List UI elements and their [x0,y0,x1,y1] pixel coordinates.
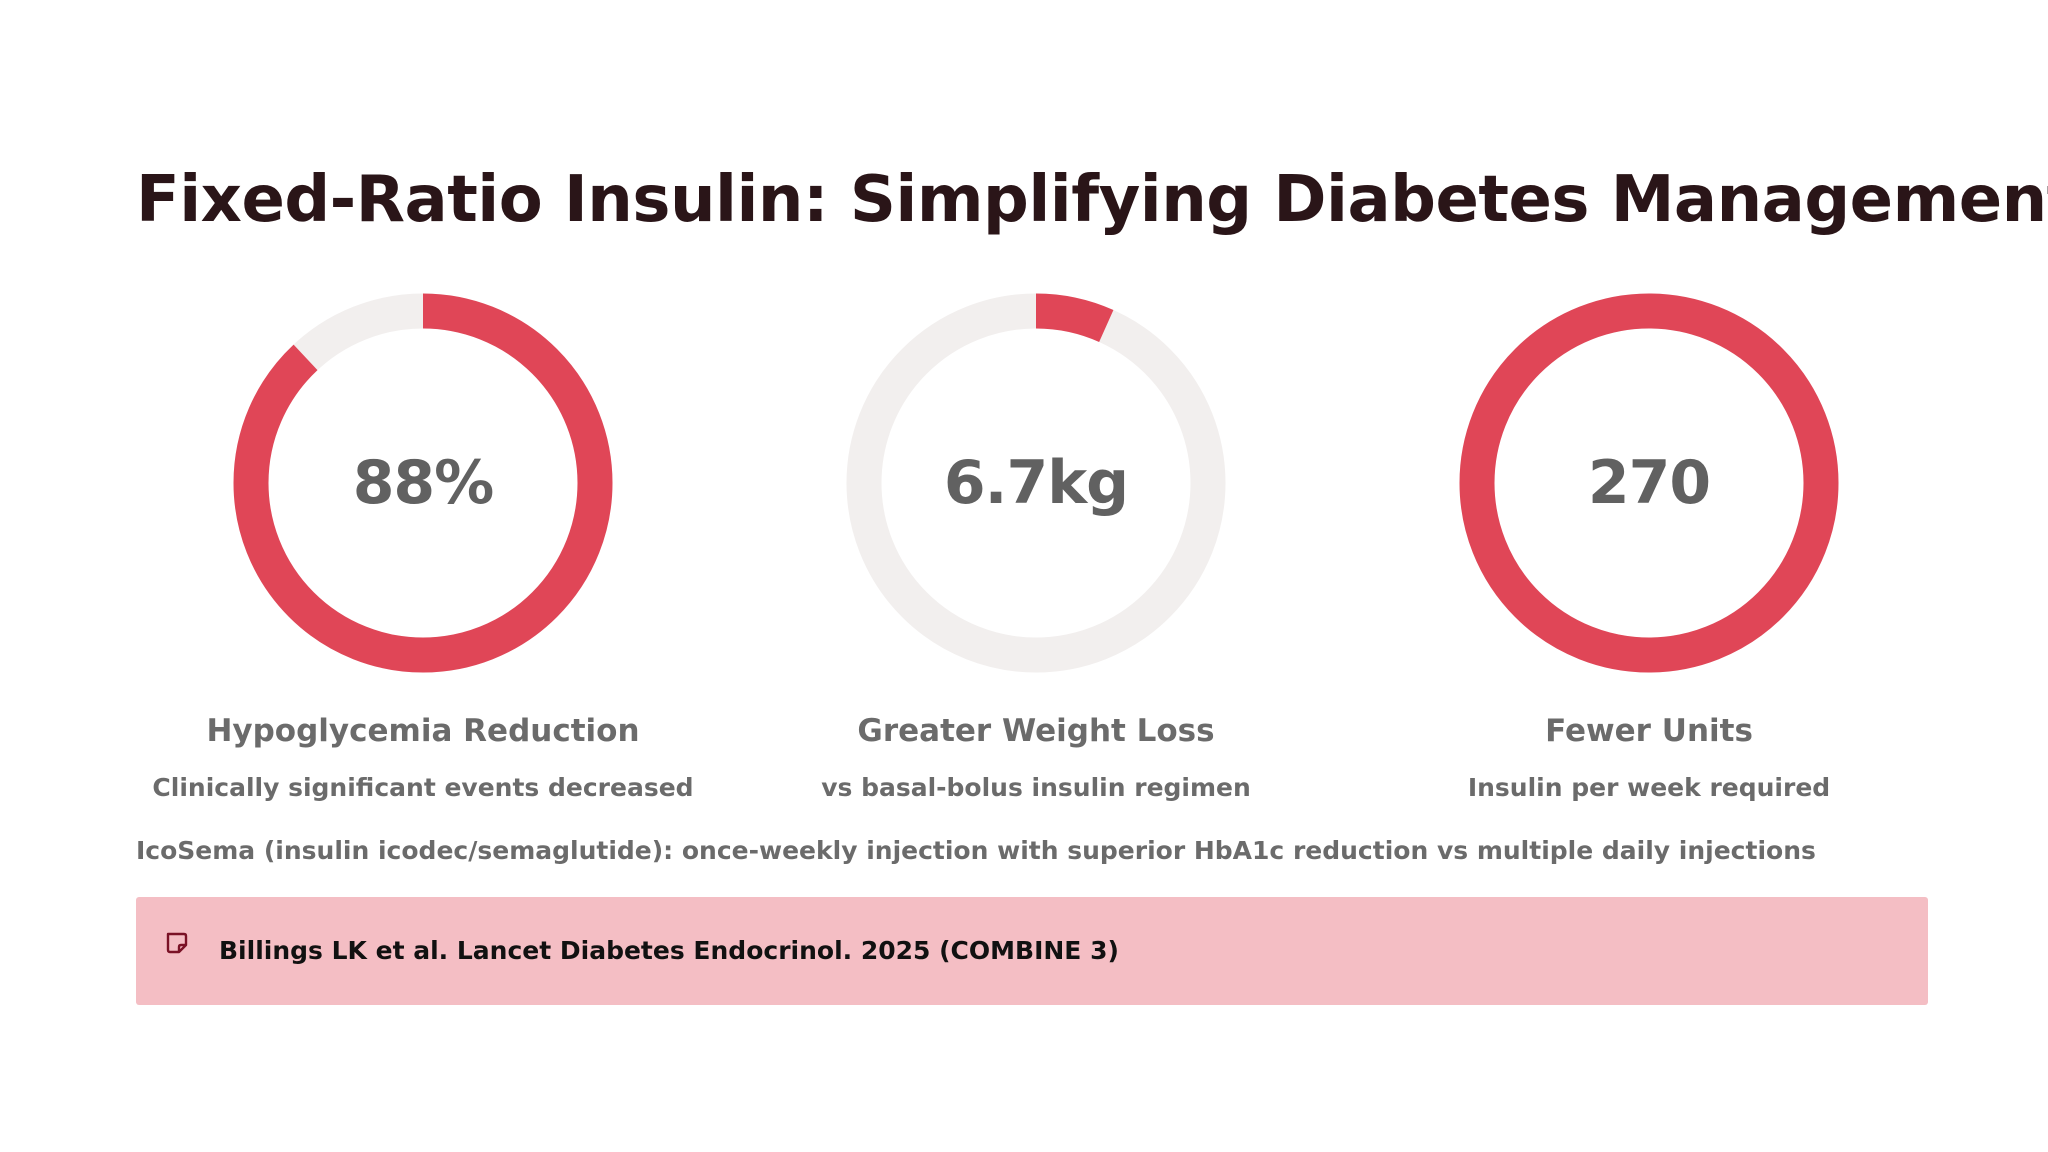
ring-fill [233,293,613,673]
progress-ring: 6.7kg [838,285,1234,681]
stat-description: Insulin per week required [1467,773,1831,802]
slide-title: Fixed-Ratio Insulin: Simplifying Diabete… [136,163,2048,237]
ring-fill [1459,293,1839,673]
stat-description: vs basal-bolus insulin regimen [821,773,1251,802]
stat-label: Greater Weight Loss [857,713,1215,749]
stat-value: 88% [352,448,495,518]
stat-hypoglycemia: 88% Hypoglycemia Reduction Clinically si… [123,285,723,805]
stat-weight-loss: 6.7kg Greater Weight Loss vs basal-bolus… [736,285,1336,805]
progress-ring: 88% [225,285,621,681]
citation-box: Billings LK et al. Lancet Diabetes Endoc… [136,897,1928,1005]
stat-value: 6.7kg [943,448,1129,518]
note-icon [164,931,190,957]
progress-ring: 270 [1451,285,1847,681]
stat-label: Hypoglycemia Reduction [206,713,640,749]
stat-value: 270 [1587,448,1711,518]
ring-fill [846,293,1226,673]
citation-text: Billings LK et al. Lancet Diabetes Endoc… [219,936,1119,965]
summary-text: IcoSema (insulin icodec/semaglutide): on… [136,836,1816,865]
stat-description: Clinically significant events decreased [152,773,694,802]
stat-fewer-units: 270 Fewer Units Insulin per week require… [1349,285,1949,805]
stat-label: Fewer Units [1545,713,1753,749]
